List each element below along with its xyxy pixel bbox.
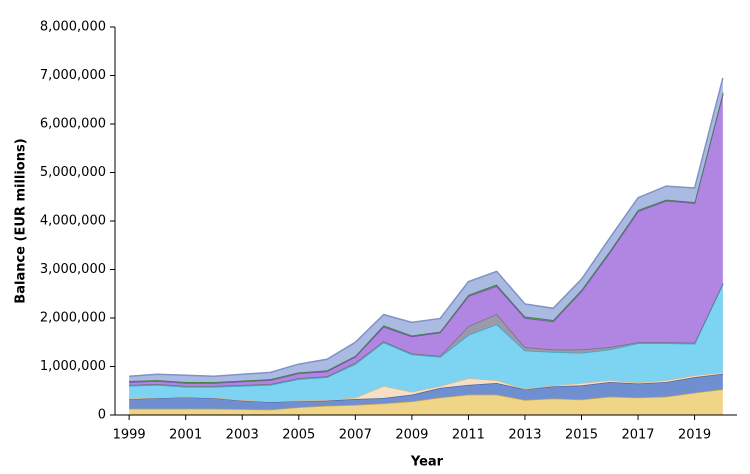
x-tick-label: 2009 [395, 428, 428, 443]
x-tick-label: 2017 [621, 428, 654, 443]
y-tick-label: 4,000,000 [40, 214, 106, 229]
y-tick-label: 5,000,000 [40, 165, 106, 180]
x-tick-label: 2003 [226, 428, 259, 443]
area-fill [129, 389, 723, 415]
x-tick-label: 2011 [452, 428, 485, 443]
area-edge [129, 77, 724, 377]
x-tick-label: 2005 [282, 428, 315, 443]
y-tick-label: 1,000,000 [40, 359, 106, 374]
x-tick-label: 2015 [565, 428, 598, 443]
x-tick-label: 1999 [113, 428, 146, 443]
y-tick-label: 3,000,000 [40, 262, 106, 277]
y-tick-label: 6,000,000 [40, 117, 106, 132]
area-fill [129, 93, 723, 386]
area-fill [129, 284, 723, 402]
y-tick-label: 8,000,000 [40, 20, 106, 35]
y-tick-label: 7,000,000 [40, 68, 106, 83]
y-axis-title: Balance (EUR millions) [14, 138, 29, 303]
x-tick-label: 2001 [169, 428, 202, 443]
area-fill [129, 77, 723, 383]
x-tick-label: 2013 [508, 428, 541, 443]
y-tick-label: 0 [98, 408, 106, 423]
y-tick-label: 2,000,000 [40, 311, 106, 326]
x-axis-title: Year [410, 455, 444, 470]
x-tick-label: 2019 [678, 428, 711, 443]
x-tick-label: 2007 [339, 428, 372, 443]
